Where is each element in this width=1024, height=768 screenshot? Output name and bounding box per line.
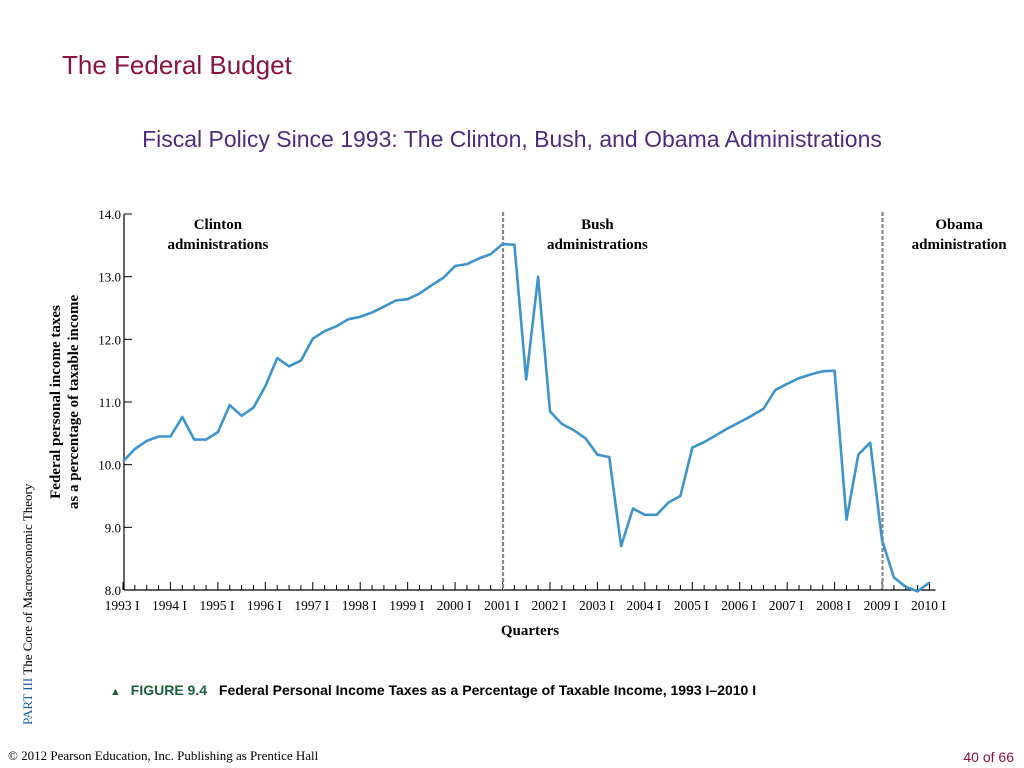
administration-label-line1: Bush: [581, 217, 614, 233]
x-tick-label: 2004 I: [626, 598, 661, 613]
figure-caption-text: Federal Personal Income Taxes as a Perce…: [218, 682, 757, 698]
x-tick-label: 1997 I: [294, 598, 329, 613]
administration-label-line2: administrations: [547, 237, 648, 253]
y-axis-label-line1: Federal personal income taxes: [48, 305, 64, 499]
series-group: [122, 242, 931, 593]
administration-label-line2: administrations: [167, 237, 268, 253]
y-tick-label: 9.0: [105, 520, 121, 535]
x-tick-label: 2005 I: [674, 598, 709, 613]
administration-label-line1: Obama: [935, 217, 983, 233]
page-number: 40 of 66: [963, 749, 1014, 765]
x-tick-label: 1996 I: [247, 598, 282, 613]
x-axis-label: Quarters: [501, 623, 559, 639]
x-tick-label: 1993 I: [105, 598, 140, 613]
x-tick-label: 2009 I: [864, 598, 899, 613]
x-tick-label: 1999 I: [389, 598, 424, 613]
x-tick-label: 2003 I: [579, 598, 614, 613]
x-tick-label: 1995 I: [199, 598, 234, 613]
y-axis-label-line2: as a percentage of taxable income: [66, 295, 82, 510]
y-tick-label: 12.0: [98, 332, 121, 347]
x-tick-label: 2007 I: [769, 598, 804, 613]
side-label: PART III The Core of Macroeconomic Theor…: [20, 484, 36, 725]
administration-label-line2: administration: [912, 237, 1008, 253]
administration-labels: Clinton administrations Bush administration…: [167, 217, 1007, 253]
side-part-label: PART III: [20, 677, 35, 725]
triangle-icon: ▲: [110, 686, 121, 698]
x-tick-label: 2008 I: [816, 598, 851, 613]
x-tick-label: 2002 I: [532, 598, 567, 613]
figure-label: FIGURE 9.4: [130, 682, 208, 698]
figure-caption: ▲ FIGURE 9.4 Federal Personal Income Tax…: [110, 682, 756, 698]
y-tick-label: 14.0: [98, 207, 121, 222]
administration-dividers: [501, 212, 884, 590]
x-tick-label: 2010 I: [911, 598, 946, 613]
x-tick-label: 2001 I: [484, 598, 519, 613]
slide-subtitle: Fiscal Policy Since 1993: The Clinton, B…: [142, 126, 882, 152]
y-tick-label: 8.0: [105, 583, 121, 598]
copyright-footer: © 2012 Pearson Education, Inc. Publishin…: [8, 748, 319, 763]
y-tick-label: 13.0: [98, 270, 121, 285]
y-tick-label: 10.0: [98, 458, 121, 473]
slide-title: The Federal Budget: [62, 50, 292, 80]
administration-label-line1: Clinton: [194, 217, 243, 233]
side-chapter-title: The Core of Macroeconomic Theory: [20, 483, 35, 675]
series-line: [122, 242, 931, 593]
x-tick-label: 2000 I: [437, 598, 472, 613]
x-tick-label: 1994 I: [152, 598, 187, 613]
y-tick-label: 11.0: [99, 395, 121, 410]
x-tick-label: 1998 I: [342, 598, 377, 613]
x-tick-label: 2006 I: [721, 598, 756, 613]
